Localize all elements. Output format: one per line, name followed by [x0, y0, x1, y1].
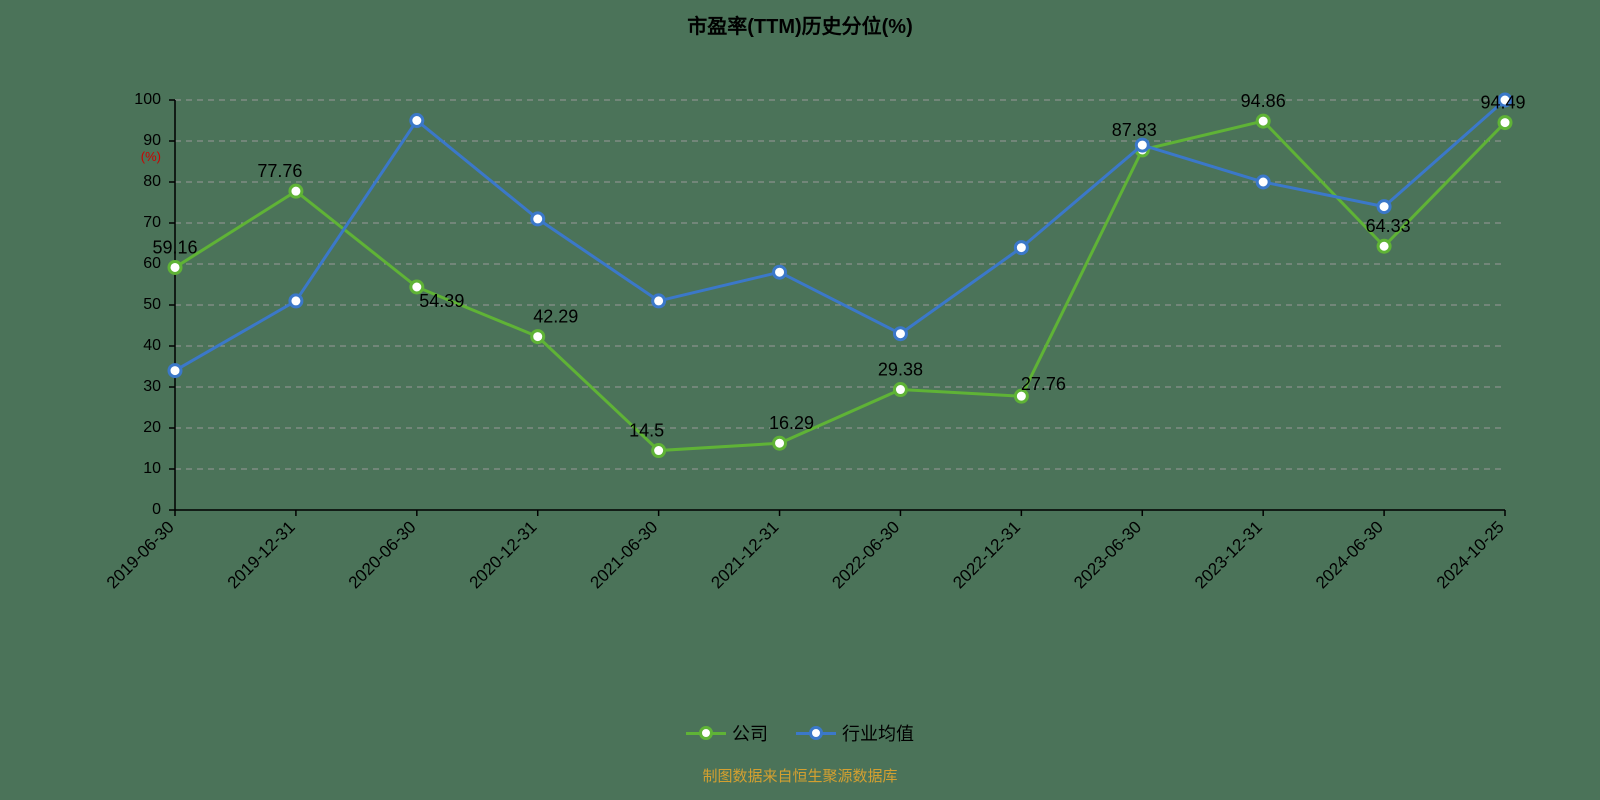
svg-text:2023-06-30: 2023-06-30 [1070, 517, 1145, 592]
svg-text:54.39: 54.39 [419, 291, 464, 311]
svg-text:0: 0 [152, 501, 161, 518]
legend-marker [686, 725, 726, 741]
svg-text:94.86: 94.86 [1241, 91, 1286, 111]
svg-text:42.29: 42.29 [533, 307, 578, 327]
svg-text:94.49: 94.49 [1480, 93, 1525, 113]
svg-text:40: 40 [143, 337, 161, 354]
svg-text:90: 90 [143, 132, 161, 149]
svg-text:59.16: 59.16 [152, 237, 197, 257]
svg-text:2021-06-30: 2021-06-30 [587, 517, 662, 592]
credit-text: 制图数据来自恒生聚源数据库 [0, 765, 1600, 786]
svg-text:2023-12-31: 2023-12-31 [1191, 517, 1266, 592]
svg-text:30: 30 [143, 378, 161, 395]
svg-text:2021-12-31: 2021-12-31 [707, 517, 782, 592]
svg-text:29.38: 29.38 [878, 360, 923, 380]
svg-text:2019-06-30: 2019-06-30 [103, 517, 178, 592]
svg-text:64.33: 64.33 [1366, 216, 1411, 236]
chart-container: 市盈率(TTM)历史分位(%) 0102030405060708090100(%… [0, 0, 1600, 800]
svg-text:77.76: 77.76 [257, 161, 302, 181]
svg-text:2024-10-25: 2024-10-25 [1433, 517, 1508, 592]
svg-text:2020-06-30: 2020-06-30 [345, 517, 420, 592]
legend: 公司 行业均值 [0, 720, 1600, 746]
svg-text:2024-06-30: 2024-06-30 [1312, 517, 1387, 592]
svg-text:14.5: 14.5 [629, 421, 664, 441]
chart-svg: 0102030405060708090100(%)2019-06-302019-… [165, 100, 1525, 510]
legend-item[interactable]: 行业均值 [796, 720, 914, 746]
legend-label: 公司 [732, 720, 768, 746]
svg-text:16.29: 16.29 [769, 413, 814, 433]
svg-text:2019-12-31: 2019-12-31 [224, 517, 299, 592]
svg-text:60: 60 [143, 255, 161, 272]
svg-text:20: 20 [143, 419, 161, 436]
svg-text:(%): (%) [141, 149, 161, 164]
svg-text:50: 50 [143, 296, 161, 313]
svg-text:100: 100 [134, 91, 161, 108]
svg-text:10: 10 [143, 460, 161, 477]
svg-text:2022-06-30: 2022-06-30 [828, 517, 903, 592]
svg-text:80: 80 [143, 173, 161, 190]
svg-text:2020-12-31: 2020-12-31 [466, 517, 541, 592]
svg-text:70: 70 [143, 214, 161, 231]
svg-text:27.76: 27.76 [1021, 374, 1066, 394]
svg-text:2022-12-31: 2022-12-31 [949, 517, 1024, 592]
legend-marker [796, 725, 836, 741]
svg-text:87.83: 87.83 [1112, 120, 1157, 140]
legend-item[interactable]: 公司 [686, 720, 768, 746]
legend-label: 行业均值 [842, 720, 914, 746]
chart-title: 市盈率(TTM)历史分位(%) [0, 10, 1600, 39]
